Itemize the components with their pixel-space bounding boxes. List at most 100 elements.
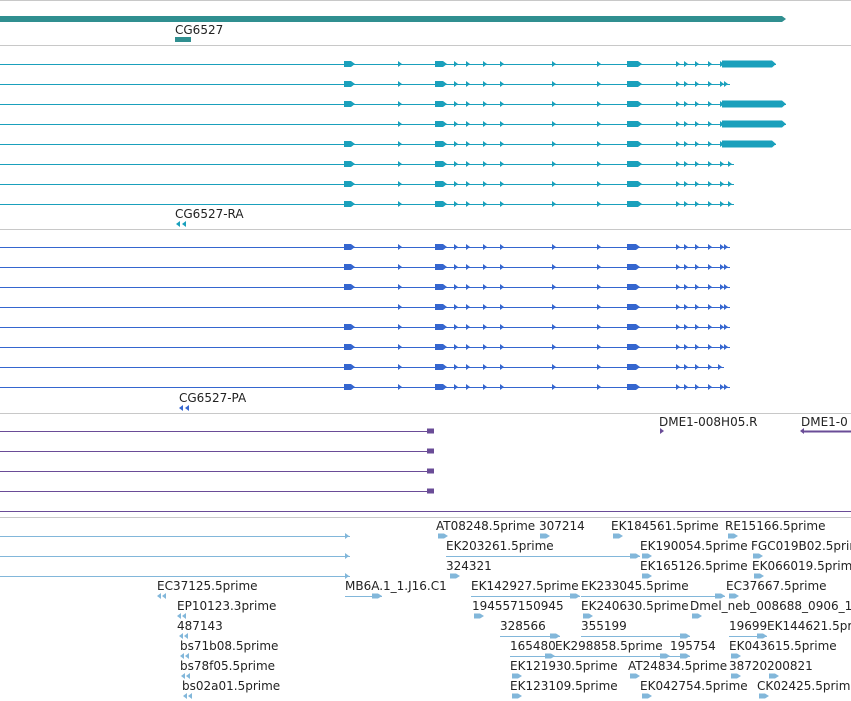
est-block[interactable] bbox=[753, 553, 763, 559]
mrna-exon[interactable] bbox=[435, 161, 447, 167]
est-label[interactable]: EK203261.5prime bbox=[446, 539, 554, 553]
cds-segment[interactable] bbox=[552, 384, 556, 390]
est-arrow[interactable] bbox=[157, 593, 161, 599]
mrna-exon[interactable] bbox=[454, 181, 458, 187]
cds-segment[interactable] bbox=[398, 304, 402, 310]
mrna-exon[interactable] bbox=[676, 121, 680, 127]
cds-segment[interactable] bbox=[435, 304, 447, 310]
est-block[interactable] bbox=[692, 613, 702, 619]
mrna-exon[interactable] bbox=[435, 101, 447, 107]
est-label[interactable]: 307214 bbox=[539, 519, 585, 533]
cds-segment[interactable] bbox=[454, 304, 458, 310]
cds-segment[interactable] bbox=[695, 324, 699, 330]
cds-segment[interactable] bbox=[627, 344, 640, 350]
est-arrow[interactable] bbox=[180, 653, 184, 659]
mrna-exon[interactable] bbox=[454, 121, 458, 127]
mrna-exon[interactable] bbox=[627, 141, 642, 147]
mrna-exon[interactable] bbox=[500, 61, 504, 67]
mrna-exon[interactable] bbox=[728, 161, 732, 167]
cds-segment[interactable] bbox=[720, 284, 724, 290]
est-label[interactable]: bs71b08.5prime bbox=[180, 639, 279, 653]
est-label[interactable]: EK240630.5prime bbox=[581, 599, 689, 613]
est-block[interactable] bbox=[731, 673, 741, 679]
mrna-exon[interactable] bbox=[435, 201, 447, 207]
cds-segment[interactable] bbox=[720, 304, 724, 310]
mrna-exon[interactable] bbox=[695, 181, 699, 187]
mrna-exon[interactable] bbox=[344, 101, 355, 107]
est-block[interactable] bbox=[630, 553, 640, 559]
cds-segment[interactable] bbox=[552, 284, 556, 290]
mrna-exon[interactable] bbox=[708, 121, 712, 127]
mrna-exon[interactable] bbox=[398, 141, 402, 147]
mrna-exon[interactable] bbox=[435, 61, 447, 67]
cds-segment[interactable] bbox=[597, 304, 601, 310]
cds-segment[interactable] bbox=[684, 304, 688, 310]
est-label[interactable]: EK165126.5prime bbox=[640, 559, 748, 573]
est-label[interactable]: Dmel_neb_008688_0906_1 bbox=[690, 599, 851, 613]
est-label[interactable]: 165480 bbox=[510, 639, 556, 653]
est-label[interactable]: EK233045.5prime bbox=[581, 579, 689, 593]
cds-segment[interactable] bbox=[466, 364, 470, 370]
mrna-exon[interactable] bbox=[627, 81, 642, 87]
mrna-exon[interactable] bbox=[398, 81, 402, 87]
cds-segment[interactable] bbox=[684, 324, 688, 330]
cds-segment[interactable] bbox=[454, 384, 458, 390]
mrna-exon[interactable] bbox=[720, 201, 724, 207]
est-block[interactable] bbox=[715, 593, 725, 599]
cds-segment[interactable] bbox=[466, 344, 470, 350]
cds-segment[interactable] bbox=[676, 384, 680, 390]
est-label[interactable]: EK144621.5prime bbox=[767, 619, 851, 633]
cds-segment[interactable] bbox=[500, 304, 504, 310]
cds-segment[interactable] bbox=[552, 244, 556, 250]
cds-segment[interactable] bbox=[708, 304, 712, 310]
cds-segment[interactable] bbox=[500, 324, 504, 330]
cds-segment[interactable] bbox=[597, 364, 601, 370]
cds-segment[interactable] bbox=[483, 384, 487, 390]
cds-segment[interactable] bbox=[627, 304, 640, 310]
mrna-exon[interactable] bbox=[552, 81, 556, 87]
est-label[interactable]: EK123109.5prime bbox=[510, 679, 618, 693]
mrna-exon[interactable] bbox=[454, 161, 458, 167]
mrna-exon[interactable] bbox=[708, 161, 712, 167]
mrna-exon[interactable] bbox=[552, 141, 556, 147]
mrna-utr-exon[interactable] bbox=[722, 60, 776, 68]
mrna-exon[interactable] bbox=[720, 181, 724, 187]
est-block[interactable] bbox=[438, 533, 448, 539]
est-block[interactable] bbox=[372, 593, 382, 599]
primer-marker[interactable] bbox=[800, 428, 804, 434]
est-label[interactable]: EK190054.5prime bbox=[640, 539, 748, 553]
cds-legend-icon[interactable] bbox=[185, 405, 189, 411]
cds-segment[interactable] bbox=[552, 264, 556, 270]
cds-segment[interactable] bbox=[435, 284, 447, 290]
cds-segment[interactable] bbox=[398, 284, 402, 290]
mrna-exon[interactable] bbox=[552, 121, 556, 127]
mrna-exon[interactable] bbox=[344, 81, 355, 87]
mrna-exon[interactable] bbox=[676, 161, 680, 167]
mrna-exon[interactable] bbox=[597, 101, 601, 107]
cds-segment[interactable] bbox=[627, 244, 640, 250]
cds-segment[interactable] bbox=[398, 244, 402, 250]
est-block[interactable] bbox=[642, 693, 652, 699]
mrna-exon[interactable] bbox=[466, 141, 470, 147]
cds-track-label[interactable]: CG6527-PA bbox=[179, 391, 247, 405]
mrna-exon[interactable] bbox=[483, 141, 487, 147]
est-label[interactable]: 195754 bbox=[670, 639, 716, 653]
cds-segment[interactable] bbox=[454, 364, 458, 370]
cds-segment[interactable] bbox=[708, 264, 712, 270]
est-block[interactable] bbox=[642, 553, 652, 559]
est-block[interactable] bbox=[757, 633, 767, 639]
est-label[interactable]: CK02425.5prime bbox=[757, 679, 851, 693]
mrna-utr-exon[interactable] bbox=[722, 120, 786, 128]
cds-segment[interactable] bbox=[597, 284, 601, 290]
mrna-exon[interactable] bbox=[398, 101, 402, 107]
mrna-legend-icon[interactable] bbox=[176, 221, 180, 227]
cds-segment[interactable] bbox=[724, 244, 728, 250]
cds-segment[interactable] bbox=[552, 364, 556, 370]
cds-segment[interactable] bbox=[684, 244, 688, 250]
cds-segment[interactable] bbox=[398, 264, 402, 270]
cds-segment[interactable] bbox=[500, 244, 504, 250]
mrna-exon[interactable] bbox=[483, 101, 487, 107]
cds-segment[interactable] bbox=[684, 284, 688, 290]
cds-segment[interactable] bbox=[500, 344, 504, 350]
mrna-exon[interactable] bbox=[435, 81, 447, 87]
